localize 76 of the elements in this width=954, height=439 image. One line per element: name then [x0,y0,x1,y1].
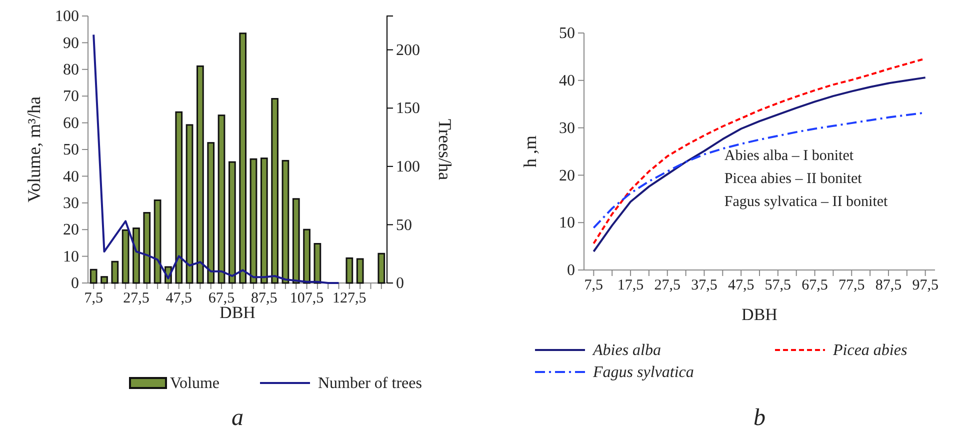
bar [143,212,151,284]
y-tick-label: 0 [71,275,79,292]
bar [378,252,386,284]
y2-tick-label: 50 [396,216,412,234]
x-tick-label: 37,5 [691,278,718,294]
y-tick-label: 70 [63,88,79,106]
bar [239,32,247,284]
bar [314,243,322,284]
bar [122,229,130,284]
text: b [754,405,766,431]
y-tick-label: 50 [63,142,79,159]
y2-tick-label: 0 [396,275,404,292]
bar [282,160,290,284]
x-axis-title: DBH [742,305,778,324]
y-tick-label: 40 [63,168,79,186]
y-tick-label: 30 [559,120,575,137]
bar [175,111,183,284]
bar [196,65,204,284]
x-tick-label: 87,5 [875,278,902,294]
y-tick-label: 20 [559,167,575,184]
legend-label: Number of trees [318,375,422,392]
x-tick-label: 47,5 [166,290,192,307]
bar [303,228,310,284]
bar [250,158,258,284]
annotation: Fagus sylvatica – II bonitet [724,194,889,210]
x-tick-label: 57,5 [764,278,792,294]
x-tick-label: 127,5 [332,290,366,307]
bar [271,98,278,284]
annotation: Abies alba – I bonitet [724,148,854,164]
y-tick-label: 10 [63,248,79,266]
bar [90,268,98,284]
bar [260,158,268,284]
x-tick-label: 7,5 [84,290,103,307]
y2-axis-title: Trees/ha [435,118,455,180]
x-tick-label: 107,5 [290,290,324,307]
x-tick-label: 17,5 [617,278,644,294]
bar [218,114,226,284]
x-tick-label: 77,5 [838,278,865,294]
y-axis-title: Volume, m³/ha [24,96,44,203]
text: a [232,405,244,431]
x-tick-label: 97,5 [912,278,938,294]
x-tick-label: 27,5 [123,290,150,307]
y-tick-label: 10 [559,214,575,232]
bar [100,276,108,284]
bar [132,228,140,284]
line-series [92,34,340,284]
y2-tick-label: 200 [396,42,420,59]
y-tick-label: 90 [63,34,79,52]
bar [111,260,119,284]
y2-tick-label: 100 [396,158,420,176]
bar [228,161,236,284]
bar [292,198,300,284]
y-tick-label: 80 [63,62,79,79]
x-tick-label: 7,5 [584,278,604,294]
x-tick-label: 27,5 [654,278,680,294]
y-tick-label: 30 [63,195,79,212]
y-tick-label: 20 [63,222,79,239]
legend-label: Fagus sylvatica [592,364,694,381]
y-tick-label: 40 [559,72,575,90]
y-axis-title: h ,m [520,135,540,168]
y2-tick-label: 150 [396,100,420,118]
bar [186,124,194,284]
y-tick-label: 100 [55,8,79,26]
bar [207,142,215,284]
y-tick-label: 0 [567,262,575,280]
x-tick-label: 67,5 [802,278,828,294]
y-tick-label: 60 [63,114,79,132]
legend-label: Volume [170,375,220,392]
legend-label: Abies alba [592,342,661,359]
legend-label: Picea abies [832,342,908,359]
annotation: Picea abies – II bonitet [724,171,863,187]
x-tick-label: 47,5 [728,278,754,294]
bar [356,258,364,284]
y-tick-label: 50 [559,25,575,42]
bar [154,199,162,284]
bar [346,257,354,284]
